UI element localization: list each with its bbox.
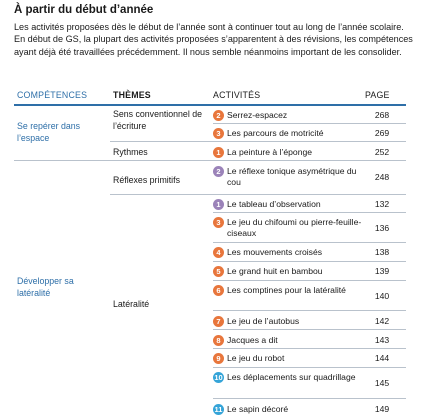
activity-page: 269	[374, 128, 390, 138]
activity-row: 11 Le sapin décoré	[213, 403, 363, 415]
activity-page: 252	[374, 147, 390, 157]
row-divider	[213, 242, 406, 243]
activity-number-badge: 1	[213, 198, 224, 210]
header-page: PAGE	[365, 90, 390, 100]
activity-label: La peinture à l’éponge	[227, 147, 313, 157]
activity-page: 248	[374, 172, 390, 182]
activity-number-badge: 3	[213, 216, 224, 228]
activity-label: Jacques a dit	[227, 335, 278, 345]
row-divider	[110, 194, 406, 195]
activity-page: 140	[374, 291, 390, 301]
activity-row: 1 La peinture à l’éponge	[213, 146, 363, 158]
activity-number-badge: 8	[213, 334, 224, 346]
activity-number-badge: 6	[213, 284, 224, 296]
row-divider	[213, 212, 406, 213]
activity-row: 10 Les déplacements sur quadrillage	[213, 371, 363, 383]
activity-row: 3 Le jeu du chifoumi ou pierre-feuille-ci…	[213, 216, 363, 238]
activity-row: 7 Le jeu de l’autobus	[213, 315, 363, 327]
activity-label: Le jeu du robot	[227, 353, 285, 363]
row-divider	[213, 261, 406, 262]
activity-label: Le grand huit en bambou	[227, 266, 323, 276]
activity-number-badge: 9	[213, 352, 224, 364]
competence-lateralite: Développer sa latéralité	[17, 276, 74, 298]
activity-label: Les parcours de motricité	[227, 128, 324, 138]
row-divider	[213, 280, 406, 281]
header-competences: COMPÉTENCES	[17, 90, 88, 100]
activity-page: 145	[374, 378, 390, 388]
activity-row: 2 Serrez-espacez	[213, 109, 363, 121]
activity-row: 4 Les mouvements croisés	[213, 246, 363, 258]
activity-label: Les comptines pour la latéralité	[227, 285, 346, 295]
activity-number-badge: 10	[213, 371, 224, 383]
row-divider	[213, 348, 406, 349]
header-activites: ACTIVITÉS	[213, 90, 261, 100]
activity-row: 6 Les comptines pour la latéralité	[213, 284, 363, 296]
activity-number-badge: 11	[213, 403, 224, 415]
row-divider	[213, 398, 406, 399]
activity-label: Les déplacements sur quadrillage	[227, 372, 356, 382]
activity-number-badge: 4	[213, 246, 224, 258]
theme-reflexes: Réflexes primitifs	[113, 175, 180, 185]
activity-page: 149	[374, 404, 390, 414]
activity-row: 5 Le grand huit en bambou	[213, 265, 363, 277]
activity-row: 1 Le tableau d’observation	[213, 198, 363, 210]
row-divider	[213, 123, 406, 124]
activity-page: 139	[374, 266, 390, 276]
activity-label: Serrez-espacez	[227, 110, 288, 120]
activity-page: 268	[374, 110, 390, 120]
row-divider	[14, 160, 406, 161]
activity-page: 144	[374, 353, 390, 363]
activity-row: 8 Jacques a dit	[213, 334, 363, 346]
activity-page: 132	[374, 199, 390, 209]
activity-page: 142	[374, 316, 390, 326]
intro-paragraph: Les activités proposées dès le début de …	[14, 22, 413, 57]
activity-row: 3 Les parcours de motricité	[213, 127, 363, 139]
header-themes: THÈMES	[113, 90, 151, 100]
row-divider	[213, 367, 406, 368]
theme-ecriture: Sens conventionnel de l’écriture	[113, 109, 203, 131]
activity-number-badge: 1	[213, 146, 224, 158]
activity-number-badge: 7	[213, 315, 224, 327]
section-heading: À partir du début d’année	[14, 4, 154, 16]
activity-number-badge: 2	[213, 165, 224, 177]
activity-label: Le réflexe tonique asymétrique du cou	[227, 166, 357, 187]
header-rule	[14, 104, 406, 106]
row-divider	[213, 329, 406, 330]
row-divider	[213, 310, 406, 311]
activity-page: 143	[374, 335, 390, 345]
theme-lateralite: Latéralité	[113, 299, 150, 309]
activity-number-badge: 3	[213, 127, 224, 139]
activity-label: Les mouvements croisés	[227, 247, 323, 257]
activity-label: Le jeu de l’autobus	[227, 316, 300, 326]
activity-label: Le tableau d’observation	[227, 199, 321, 209]
activity-row: 9 Le jeu du robot	[213, 352, 363, 364]
activity-number-badge: 5	[213, 265, 224, 277]
activity-row: 2 Le réflexe tonique asymétrique du cou	[213, 165, 363, 187]
activity-page: 138	[374, 247, 390, 257]
competence-espace: Se repérer dans l’espace	[17, 121, 81, 143]
theme-rythmes: Rythmes	[113, 147, 148, 157]
activity-label: Le jeu du chifoumi ou pierre-feuille-cis…	[227, 217, 362, 238]
row-divider	[110, 141, 406, 142]
activity-label: Le sapin décoré	[227, 404, 289, 414]
activity-number-badge: 2	[213, 109, 224, 121]
activity-page: 136	[374, 223, 390, 233]
